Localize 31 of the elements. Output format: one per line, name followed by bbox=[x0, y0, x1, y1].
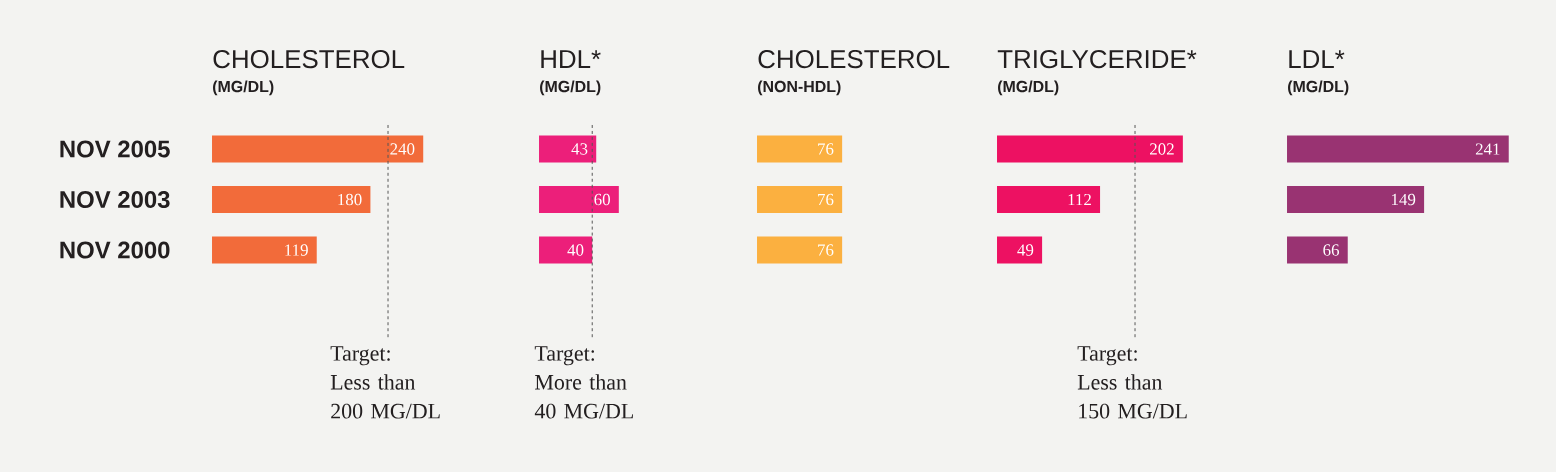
data-label: 76 bbox=[818, 193, 834, 206]
data-label: 60 bbox=[594, 193, 610, 206]
ref-line-label: Target: More than 40 MG/DL bbox=[534, 346, 633, 419]
data-label: 76 bbox=[818, 143, 834, 155]
data-label: 119 bbox=[285, 244, 308, 256]
data-label: 240 bbox=[390, 143, 415, 155]
data-label: 112 bbox=[1068, 193, 1091, 206]
chart-subtitle: (MG/DL) bbox=[213, 80, 274, 96]
ref-line-label: Target: Less than 200 MG/DL bbox=[330, 346, 440, 419]
data-label: 43 bbox=[571, 143, 588, 155]
data-label: 76 bbox=[818, 244, 834, 256]
chart-title: CHOLESTEROL bbox=[213, 49, 405, 69]
ref-line-label: Target: Less than 150 MG/DL bbox=[1077, 346, 1187, 419]
data-label: 66 bbox=[1323, 244, 1340, 256]
data-label: 241 bbox=[1475, 143, 1500, 155]
chart-title: CHOLESTEROL bbox=[758, 49, 950, 69]
data-label: 202 bbox=[1150, 143, 1174, 155]
chart-title: HDL* bbox=[541, 50, 601, 68]
chart-title: LDL* bbox=[1289, 50, 1345, 68]
y-tick-label: NOV 2003 bbox=[60, 191, 170, 208]
chart-subtitle: (MG/DL) bbox=[998, 80, 1059, 96]
data-label: 149 bbox=[1391, 193, 1416, 206]
chart-subtitle: (NON-HDL) bbox=[758, 80, 841, 96]
chart-subtitle: (MG/DL) bbox=[1288, 80, 1349, 96]
data-label: 49 bbox=[1017, 244, 1034, 256]
y-tick-label: NOV 2005 bbox=[60, 140, 170, 158]
data-label: 40 bbox=[567, 244, 584, 256]
y-tick-label: NOV 2000 bbox=[60, 241, 170, 259]
data-label: 180 bbox=[338, 193, 362, 206]
chart-subtitle: (MG/DL) bbox=[540, 80, 601, 96]
chart-title: TRIGLYCERIDE* bbox=[997, 49, 1197, 69]
